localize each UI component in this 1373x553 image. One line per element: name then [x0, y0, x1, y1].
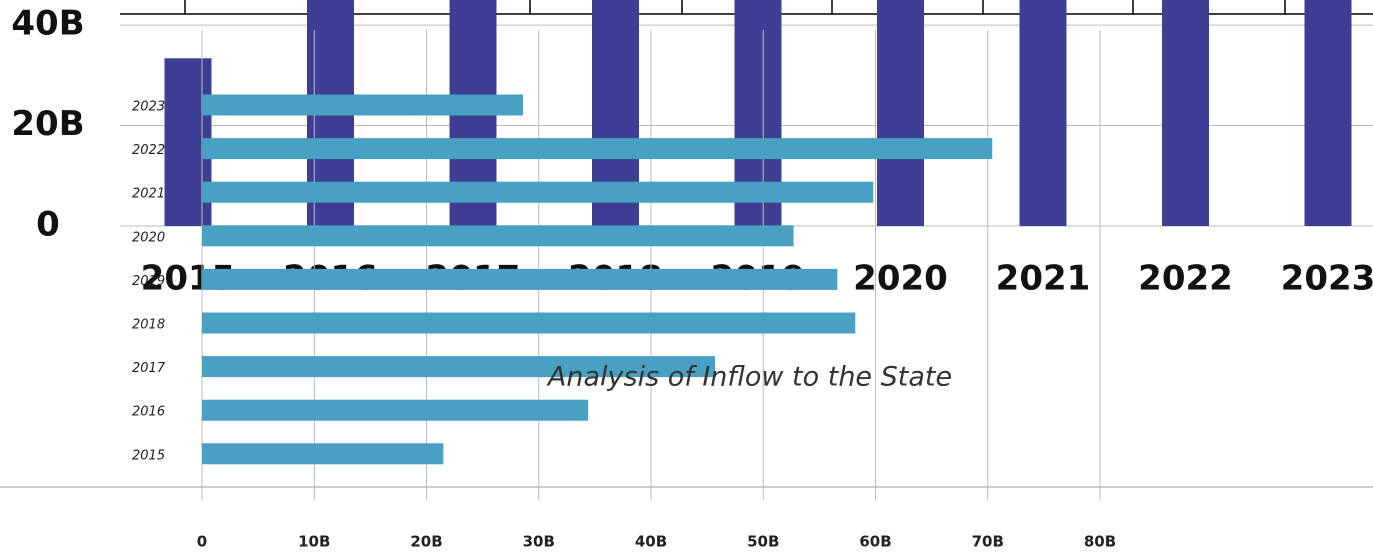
- bar: [202, 312, 856, 334]
- x-tick-label: 2021: [996, 259, 1091, 299]
- y-tick-label: 2022: [132, 143, 165, 158]
- bar: [202, 94, 524, 116]
- bar: [202, 138, 993, 160]
- x-tick-label: 80B: [1084, 533, 1116, 551]
- bar: [202, 356, 715, 378]
- y-tick-label: 2018: [132, 318, 165, 333]
- x-tick-label: 50B: [747, 533, 779, 551]
- bar: [202, 181, 874, 203]
- y-tick-label: 0: [36, 205, 60, 245]
- y-tick-label: 2017: [132, 361, 166, 376]
- bar: [202, 268, 838, 290]
- x-tick-label: 70B: [972, 533, 1004, 551]
- x-tick-label: 0: [197, 533, 207, 551]
- bar: [1019, 0, 1067, 226]
- y-tick-label: 2016: [132, 405, 165, 420]
- x-tick-label: 20B: [410, 533, 442, 551]
- x-tick-label: 40B: [635, 533, 667, 551]
- x-tick-label: 30B: [523, 533, 555, 551]
- y-tick-label: 20B: [11, 104, 84, 144]
- bar: [1162, 0, 1209, 226]
- x-tick-label: 60B: [859, 533, 891, 551]
- y-tick-label: 2019: [132, 274, 165, 289]
- y-tick-label: 2015: [132, 448, 165, 463]
- x-tick-label: 2020: [853, 259, 948, 299]
- y-tick-label: 2020: [132, 230, 165, 245]
- bar: [202, 225, 794, 247]
- y-tick-label: 2023: [132, 100, 165, 115]
- x-tick-label: 2023: [1281, 259, 1373, 299]
- bar: [877, 0, 924, 226]
- chart-title: Analysis of Inflow to the State: [546, 362, 952, 393]
- x-tick-label: 10B: [298, 533, 330, 551]
- x-tick-label: 2022: [1138, 259, 1233, 299]
- y-tick-label: 40B: [11, 4, 84, 44]
- bar: [1304, 0, 1352, 226]
- y-tick-label: 2021: [132, 187, 165, 202]
- bar: [202, 399, 589, 421]
- bar: [202, 443, 444, 465]
